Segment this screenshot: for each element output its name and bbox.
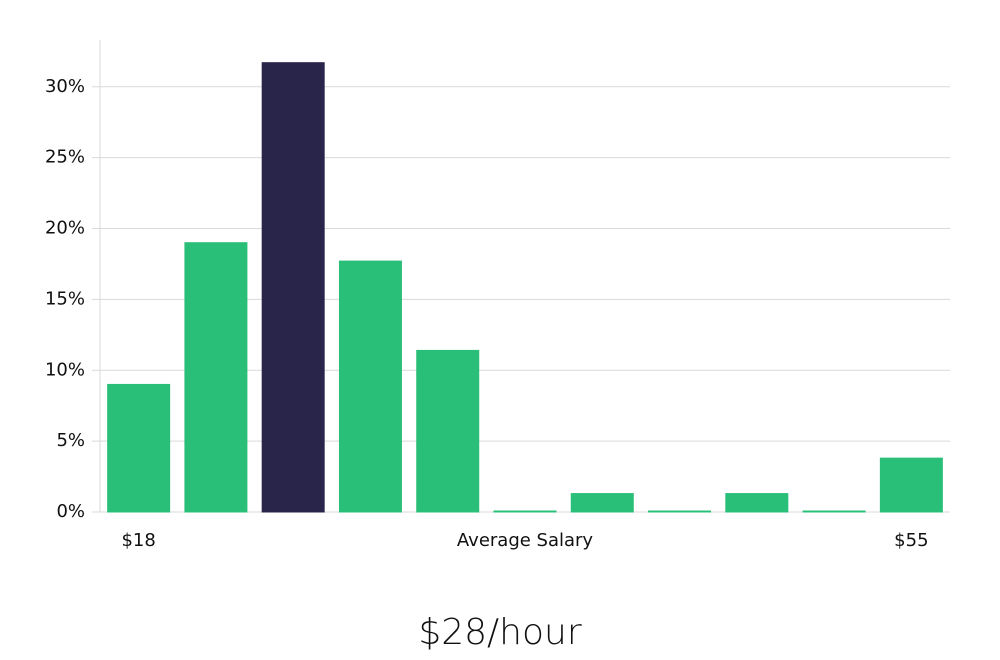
bar: [493, 510, 557, 513]
y-tick-label: 5%: [56, 430, 85, 451]
y-tick-label: 30%: [45, 76, 85, 97]
bar: [107, 383, 171, 513]
y-tick-label: 10%: [45, 359, 85, 380]
bar: [648, 510, 712, 513]
x-tick-label: $55: [894, 530, 928, 551]
bar: [184, 242, 248, 513]
bar: [725, 493, 789, 513]
bar: [570, 493, 634, 513]
bar: [802, 510, 866, 513]
y-tick-label: 25%: [45, 147, 85, 168]
bar: [879, 457, 943, 513]
bar: [338, 260, 402, 513]
bar: [416, 349, 480, 513]
x-axis-label: Average Salary: [457, 530, 594, 551]
footer: $28/hour: [418, 612, 582, 653]
y-tick-label: 15%: [45, 288, 85, 309]
x-tick-label: $18: [121, 530, 155, 551]
bar: [261, 62, 325, 513]
y-tick-label: 20%: [45, 218, 85, 239]
y-tick-label: 0%: [56, 501, 85, 522]
